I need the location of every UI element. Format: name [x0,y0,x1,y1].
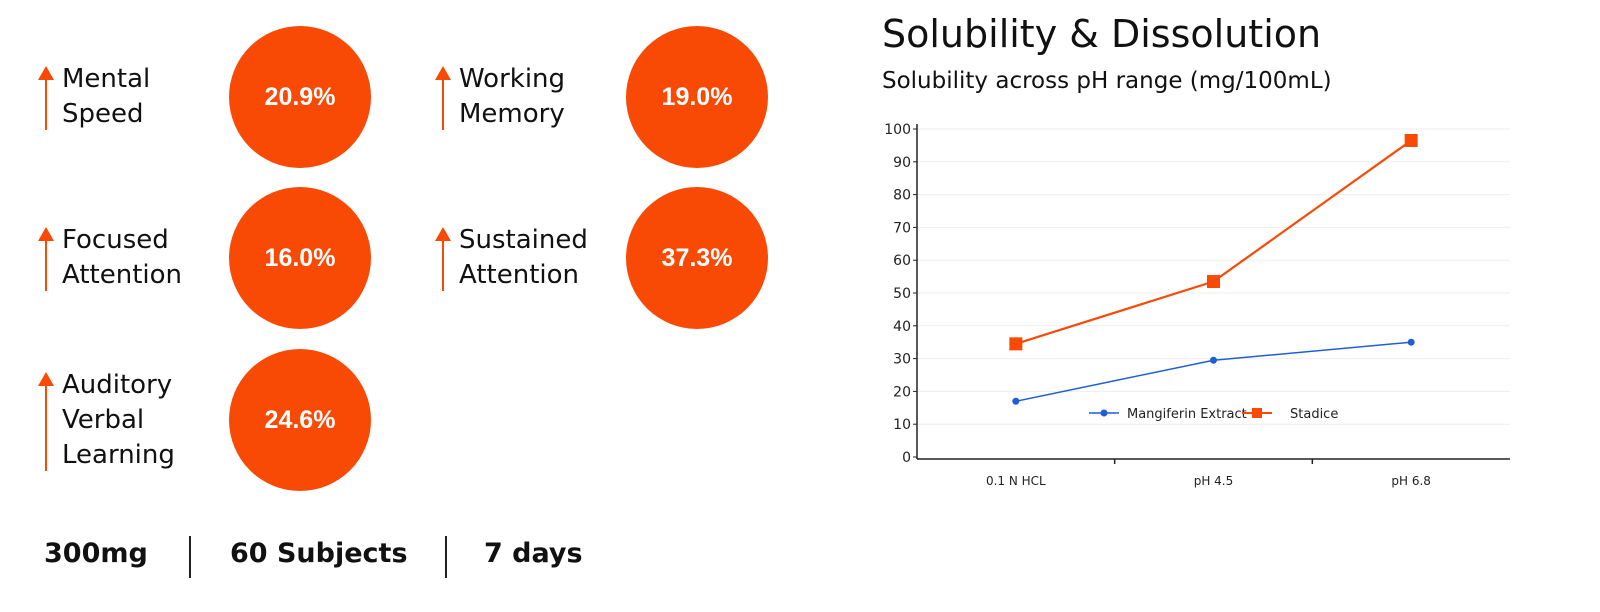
metric-label-line: Speed [62,99,144,129]
data-point-square [1404,133,1418,147]
chart-subtitle: Solubility across pH range (mg/100mL) [882,68,1332,94]
y-tick-label: 70 [893,220,911,236]
series-line-mangiferin-extract [1015,341,1412,402]
metric-label-line: Verbal [62,404,145,435]
y-tick-label: 30 [893,352,911,368]
data-point-square [1009,337,1023,351]
metric-label-line: Focused [62,225,169,255]
y-tick-label: 60 [893,253,911,269]
legend-marker-circle [1100,409,1108,417]
series-line-stadice [1015,139,1412,345]
metric-value-circle: 16.0% [229,187,371,329]
dose-stat: 300mg [44,538,148,569]
metric-label-line: Auditory [62,369,173,400]
data-point-circle [1407,338,1415,346]
metric-value-circle: 37.3% [626,187,768,329]
metric-label-line: Mental [62,64,151,94]
divider [189,536,191,578]
chart-title: Solubility & Dissolution [882,12,1322,56]
arrow-up-icon [38,66,54,130]
metric-label-line: Attention [459,260,579,290]
subjects-stat: 60 Subjects [230,538,408,569]
y-tick-label: 20 [893,384,911,400]
y-tick-label: 80 [893,188,911,204]
metric-value-circle: 19.0% [626,26,768,168]
duration-stat: 7 days [484,538,583,569]
x-tick-label: 0.1 N HCL [986,474,1046,488]
metric-value-circle: 24.6% [229,349,371,491]
x-tick-label: pH 6.8 [1391,474,1431,488]
metric-label-line: Attention [62,260,182,290]
arrow-up-icon [435,227,451,291]
arrow-up-icon [38,227,54,291]
metric-label-line: Working [459,64,566,94]
y-tick-label: 50 [893,286,911,302]
data-point-circle [1210,356,1217,364]
y-tick-label: 10 [893,417,911,433]
data-point-square [1207,275,1220,289]
y-tick-label: 90 [893,155,911,171]
arrow-up-icon [435,66,451,130]
metric-value-circle: 20.9% [229,26,371,168]
legend-label: Mangiferin Extract [1127,407,1247,422]
metric-label-line: Memory [459,99,565,129]
metric-label-line: Sustained [459,225,588,255]
x-tick-label: pH 4.5 [1194,474,1234,488]
arrow-up-icon [38,371,54,471]
y-tick-label: 100 [884,122,911,138]
data-point-circle [1012,397,1020,405]
y-tick-label: 40 [893,319,911,335]
legend-label: Stadice [1290,407,1338,422]
y-tick-label: 0 [902,450,911,466]
legend-marker-square [1252,408,1262,418]
divider [445,536,447,578]
metric-label-line: Learning [62,439,175,470]
